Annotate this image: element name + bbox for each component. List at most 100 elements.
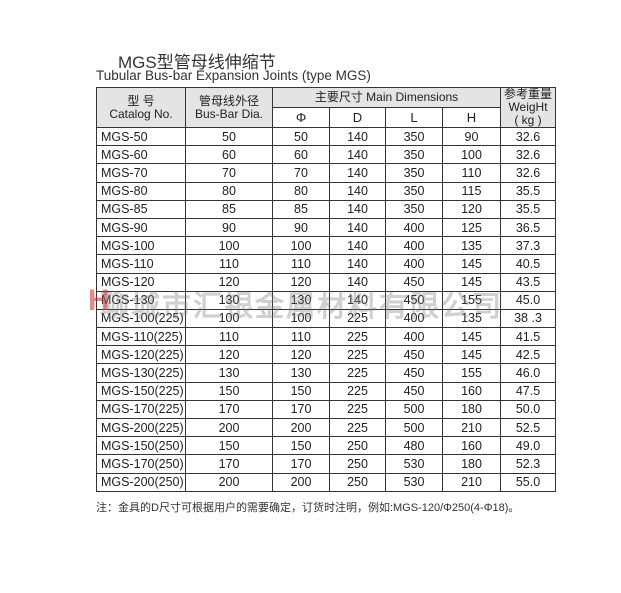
table-cell: 35.5 (500, 199, 556, 219)
table-cell: 100 (272, 236, 330, 256)
table-cell: MGS-100 (96, 236, 186, 256)
table-cell: 140 (329, 254, 386, 274)
table-cell: MGS-110(225) (96, 327, 186, 347)
table-cell: 450 (385, 290, 443, 310)
table-cell: 225 (329, 345, 386, 365)
table-cell: 60 (272, 145, 330, 165)
table-cell: 140 (329, 290, 386, 310)
table-cell: 100 (442, 145, 501, 165)
table-cell: 225 (329, 363, 386, 383)
table-cell: 480 (385, 436, 443, 456)
table-cell: 350 (385, 163, 443, 183)
table-row: MGS-170(250) 170 170 250 530 180 52.3 (96, 454, 556, 474)
table-cell: 350 (385, 126, 443, 147)
table-cell: 250 (329, 436, 386, 456)
table-cell: 110 (185, 327, 273, 347)
table-cell: 350 (385, 181, 443, 201)
header-main-dimensions: 主要尺寸 Main Dimensions (272, 86, 501, 109)
table-cell: 250 (329, 472, 386, 492)
table-cell: MGS-120 (96, 272, 186, 292)
table-cell: 450 (385, 381, 443, 401)
table-cell: 35.5 (500, 181, 556, 201)
table-cell: 42.5 (500, 345, 556, 365)
table-cell: MGS-170(250) (96, 454, 186, 474)
header-catalog: 型 号 Catalog No. (96, 87, 186, 128)
table-row: MGS-150(250) 150 150 250 480 160 49.0 (96, 436, 556, 456)
table-cell: MGS-200(225) (96, 417, 186, 438)
table-cell: 55.0 (500, 472, 556, 492)
table-row: MGS-170(225) 170 170 225 500 180 50.0 (96, 399, 556, 420)
table-cell: 50.0 (500, 399, 556, 420)
table-row: MGS-80 80 80 140 350 115 35.5 (96, 181, 556, 201)
table-cell: 170 (272, 399, 330, 420)
table-row: MGS-130(225) 130 130 225 450 155 46.0 (96, 363, 556, 383)
table-cell: MGS-50 (96, 126, 186, 147)
table-cell: MGS-90 (96, 217, 186, 238)
watermark: 聊城市汇银金属材料有限公司 (100, 291, 504, 323)
table-cell: 70 (272, 163, 330, 183)
table-cell: 120 (185, 272, 273, 292)
table-cell: 450 (385, 272, 443, 292)
page-subtitle: Tubular Bus-bar Expansion Joints (type M… (96, 68, 371, 83)
table-cell: 130 (185, 363, 273, 383)
table-cell: 225 (329, 417, 386, 438)
table-cell: 110 (272, 254, 330, 274)
table-cell: 500 (385, 399, 443, 420)
table-cell: 200 (185, 472, 273, 492)
table-cell: 225 (329, 327, 386, 347)
header-dia: 管母线外径 Bus-Bar Dia. (185, 87, 273, 128)
spec-table: 型 号 Catalog No. 管母线外径 Bus-Bar Dia. 主要尺寸 Ma… (96, 86, 556, 492)
table-cell: 150 (185, 381, 273, 401)
table-row: MGS-120(225) 120 120 225 450 145 42.5 (96, 345, 556, 365)
table-cell: 400 (385, 327, 443, 347)
table-cell: 145 (442, 327, 501, 347)
table-row: MGS-120 120 120 140 450 145 43.5 (96, 272, 556, 292)
table-cell: MGS-150(250) (96, 436, 186, 456)
table-cell: 150 (185, 436, 273, 456)
table-cell: 140 (329, 181, 386, 201)
table-cell: 170 (185, 454, 273, 474)
table-cell: 140 (329, 217, 386, 238)
table-cell: 70 (185, 163, 273, 183)
table-cell: 80 (185, 181, 273, 201)
table-cell: 225 (329, 399, 386, 420)
table-cell: 110 (442, 163, 501, 183)
header-d: D (329, 107, 386, 128)
table-cell: 130 (185, 290, 273, 310)
table-cell: MGS-100(225) (96, 308, 186, 329)
table-cell: 50 (272, 126, 330, 147)
table-cell: 200 (185, 417, 273, 438)
table-cell: 60 (185, 145, 273, 165)
table-cell: 450 (385, 363, 443, 383)
table-cell: 180 (442, 399, 501, 420)
table-cell: 32.6 (500, 145, 556, 165)
table-cell: 37.3 (500, 236, 556, 256)
table-cell: 250 (329, 454, 386, 474)
table-cell: 32.6 (500, 163, 556, 183)
table-cell: 350 (385, 145, 443, 165)
table-cell: MGS-130 (96, 290, 186, 310)
header-l: L (385, 107, 443, 128)
table-cell: 160 (442, 381, 501, 401)
table-cell: 90 (185, 217, 273, 238)
table-row: MGS-110(225) 110 110 225 400 145 41.5 (96, 327, 556, 347)
table-cell: 400 (385, 254, 443, 274)
table-cell: MGS-120(225) (96, 345, 186, 365)
table-cell: 530 (385, 454, 443, 474)
page-title: MGS型管母线伸缩节 (118, 53, 276, 72)
table-row: MGS-100 100 100 140 400 135 37.3 (96, 236, 556, 256)
table-cell: 140 (329, 199, 386, 219)
table-cell: 130 (272, 363, 330, 383)
table-cell: 145 (442, 254, 501, 274)
table-cell: 49.0 (500, 436, 556, 456)
table-cell: MGS-130(225) (96, 363, 186, 383)
table-cell: 100 (185, 308, 273, 329)
table-cell: 120 (442, 199, 501, 219)
table-cell: MGS-110 (96, 254, 186, 274)
table-cell: 115 (442, 181, 501, 201)
table-cell: MGS-170(225) (96, 399, 186, 420)
table-cell: 90 (272, 217, 330, 238)
table-cell: 120 (185, 345, 273, 365)
header-h: H (442, 107, 501, 128)
header-phi: Φ (272, 107, 330, 128)
